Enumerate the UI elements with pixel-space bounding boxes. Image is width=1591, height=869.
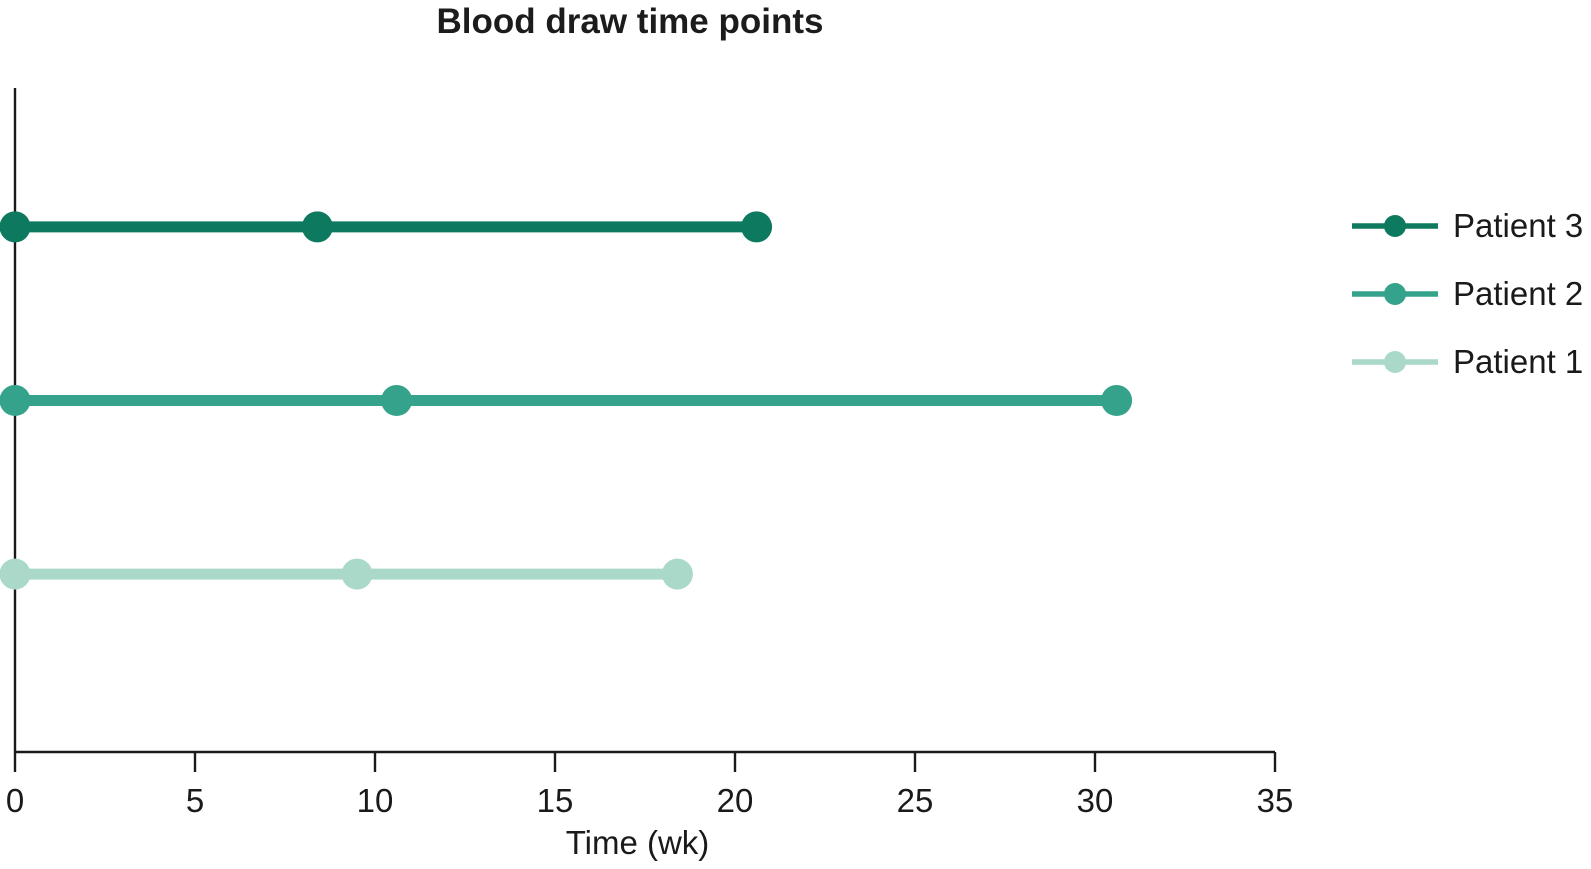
x-tick-label: 25 [897,782,934,819]
data-point [0,211,31,243]
legend-marker-icon [1352,215,1438,237]
data-point [0,384,31,416]
x-axis-title: Time (wk) [565,824,710,861]
legend-item: Patient 2 [1352,275,1584,312]
x-tick-label: 0 [6,782,24,819]
data-point [381,384,413,416]
legend-item-label: Patient 1 [1453,343,1584,380]
data-point [661,558,693,590]
x-tick-label: 5 [186,782,204,819]
x-tick-label: 20 [717,782,754,819]
legend-item-label: Patient 3 [1453,207,1584,244]
x-tick-label: 35 [1257,782,1294,819]
data-point [341,558,373,590]
legend-item: Patient 1 [1352,343,1584,380]
legend-item: Patient 3 [1352,207,1584,244]
legend: Patient 3 Patient 2 Patient 1 [1352,207,1584,380]
data-point [741,211,773,243]
x-tick-label: 30 [1077,782,1114,819]
x-tick-label: 10 [357,782,394,819]
data-point [1101,384,1133,416]
legend-marker-icon [1352,283,1438,305]
legend-item-label: Patient 2 [1453,275,1584,312]
data-point [301,211,333,243]
chart-title: Blood draw time points [436,2,824,41]
legend-marker-icon [1352,351,1438,373]
data-point [0,558,31,590]
x-tick-label: 15 [537,782,574,819]
